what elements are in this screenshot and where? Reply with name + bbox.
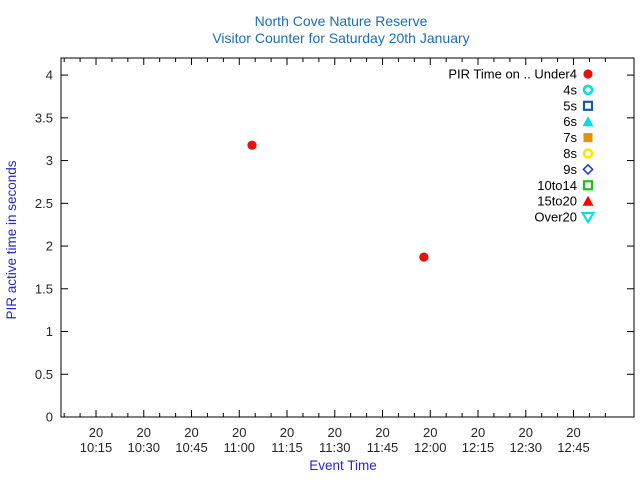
x-tick-time-label: 11:00 [223,440,255,455]
y-tick-label: 2.5 [35,196,53,211]
legend-label: 4s [563,82,577,97]
chart-title: North Cove Nature Reserve [255,13,428,29]
legend-triangle-up-filled-icon [582,116,594,127]
x-tick-time-label: 12:15 [462,440,495,455]
x-tick-day-label: 20 [232,425,246,440]
y-tick-label: 0.5 [35,367,53,382]
x-tick-day-label: 20 [184,425,198,440]
x-tick-time-label: 12:00 [414,440,447,455]
legend-label: PIR Time on .. Under4 [448,67,577,82]
x-tick-day-label: 20 [566,425,580,440]
y-tick-label: 3 [46,153,53,168]
x-tick-time-label: 10:30 [127,440,160,455]
x-tick-day-label: 20 [375,425,389,440]
x-tick-day-label: 20 [423,425,437,440]
y-tick-label: 3.5 [35,110,53,125]
y-tick-label: 2 [46,239,53,254]
legend-label: 6s [563,114,577,129]
x-tick-time-label: 11:45 [367,440,399,455]
legend-triangle-up-filled-icon [582,195,594,206]
y-tick-label: 1.5 [35,281,53,296]
x-tick-day-label: 20 [89,425,103,440]
legend-label: 8s [563,146,577,161]
y-tick-label: 1 [46,324,53,339]
y-tick-label: 0 [46,410,53,425]
legend-label: Over20 [534,210,577,225]
legend-label: 10to14 [537,178,577,193]
x-tick-time-label: 10:15 [80,440,113,455]
legend-square-filled-icon [583,133,593,143]
x-tick-day-label: 20 [137,425,151,440]
plot-border [60,57,635,418]
data-point [419,252,429,262]
legend-label: 7s [563,130,577,145]
x-tick-day-label: 20 [280,425,294,440]
legend-triangle-down-open-icon [580,211,596,225]
x-axis-label: Event Time [309,458,377,473]
y-tick-label: 4 [46,68,53,83]
x-tick-day-label: 20 [328,425,342,440]
data-point [247,140,257,150]
x-tick-time-label: 12:45 [557,440,590,455]
legend-circle-open-icon [582,148,594,159]
legend-circle-filled-icon [583,69,593,79]
legend-label: 15to20 [537,194,577,209]
legend-diamond-open-icon [582,163,594,176]
legend-square-open-icon [582,180,594,191]
x-tick-time-label: 12:30 [509,440,542,455]
plot-generated-content: 2010:152010:302010:452011:002011:152011:… [35,57,635,455]
chart-subtitle: Visitor Counter for Saturday 20th Januar… [212,30,469,46]
x-tick-day-label: 20 [471,425,485,440]
legend-label: 5s [563,98,577,113]
x-tick-day-label: 20 [519,425,533,440]
x-tick-time-label: 11:15 [271,440,303,455]
legend-label: 9s [563,162,577,177]
x-tick-time-label: 11:30 [319,440,351,455]
x-tick-time-label: 10:45 [175,440,208,455]
legend-circle-open-icon [582,84,594,96]
y-axis-label: PIR active time in seconds [4,160,19,319]
legend-square-open-icon [582,100,594,111]
